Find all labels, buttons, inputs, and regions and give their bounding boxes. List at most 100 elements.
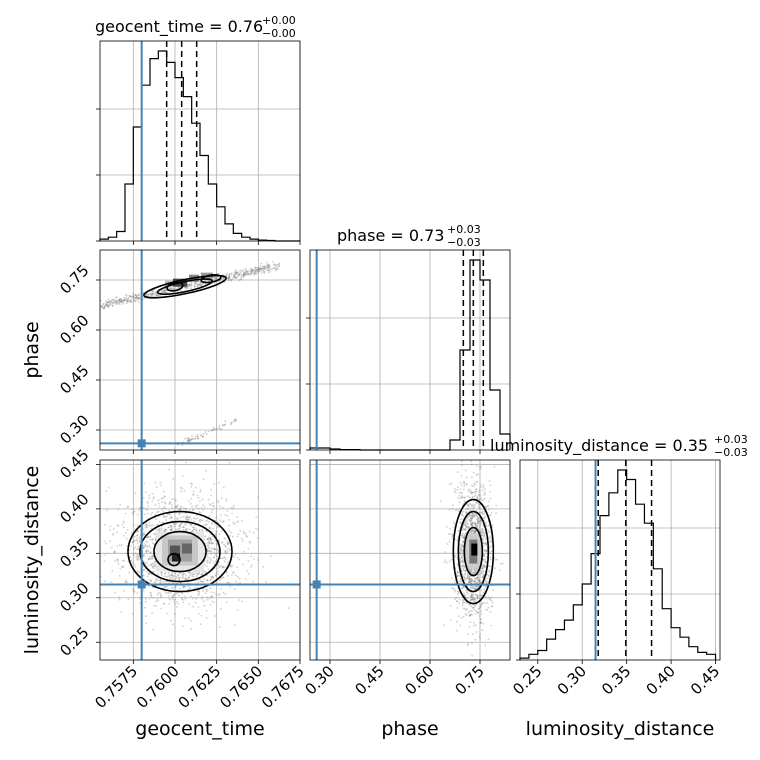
sample-p20	[210, 542, 213, 545]
sample-p21	[482, 513, 485, 516]
sample-p20	[142, 547, 145, 550]
sample-p10	[124, 298, 127, 301]
sample-p10	[196, 282, 198, 285]
sample-p10	[244, 267, 247, 270]
sample-p20	[151, 500, 154, 503]
sample-p21	[480, 594, 483, 597]
sample-p10	[122, 298, 125, 301]
sample-p20	[242, 550, 245, 553]
sample-p20	[242, 530, 245, 533]
sample-p21	[488, 575, 490, 578]
sample-p20	[162, 511, 165, 513]
sample-p10	[263, 270, 266, 273]
sample-p21	[456, 564, 459, 567]
sample-p10	[103, 304, 106, 307]
sample-p20	[171, 527, 173, 530]
xtick-label-luminosity_distance-0: 0.25	[509, 662, 545, 698]
sample-p21	[472, 530, 475, 532]
sample-p10	[106, 301, 109, 304]
sample-p20	[247, 547, 250, 550]
sample-p21	[468, 581, 471, 584]
sample-p20	[172, 477, 175, 480]
sample-p20	[231, 512, 234, 515]
sample-p20	[255, 516, 258, 518]
sample-p21	[477, 597, 479, 599]
sample-p21	[470, 592, 473, 595]
sample-p21	[477, 521, 480, 523]
sample-p20	[190, 619, 193, 622]
sample-p20	[150, 557, 153, 560]
sample-p20	[240, 519, 243, 522]
sample-p10	[107, 298, 110, 301]
sample-p21	[476, 575, 479, 577]
sample-p10	[259, 267, 261, 270]
sample-p20	[177, 574, 179, 576]
sample-p21	[471, 507, 473, 509]
sample-p10	[131, 297, 134, 300]
sample-p10	[133, 295, 135, 297]
sample-p20	[125, 537, 128, 540]
sample-p21	[470, 520, 473, 523]
secondary-sample	[201, 436, 204, 438]
sample-p21	[454, 579, 456, 581]
sample-p20	[133, 510, 136, 513]
sample-p20	[125, 579, 128, 582]
sample-p21	[462, 544, 464, 547]
sample-p10	[191, 282, 193, 284]
sample-p21	[457, 571, 460, 574]
sample-p21	[486, 505, 489, 507]
sample-p20	[209, 537, 212, 540]
sample-p10	[118, 300, 121, 303]
sample-p10	[109, 300, 111, 303]
sample-p20	[232, 507, 235, 509]
sample-p20	[198, 593, 201, 596]
sample-p21	[479, 466, 481, 468]
sample-p10	[131, 296, 134, 298]
sample-p10	[131, 292, 134, 295]
secondary-sample	[194, 435, 197, 438]
sample-p20	[195, 572, 198, 575]
sample-p10	[97, 303, 99, 305]
sample-p10	[120, 301, 123, 303]
sample-p10	[256, 271, 259, 274]
sample-p20	[198, 529, 201, 531]
sample-p21	[482, 574, 485, 577]
sample-p21	[463, 586, 466, 589]
sample-p20	[138, 509, 141, 512]
sample-p20	[156, 579, 159, 582]
sample-p20	[177, 574, 180, 576]
sample-p20	[209, 528, 212, 530]
sample-p20	[169, 528, 172, 531]
sample-p20	[136, 534, 139, 537]
sample-p21	[471, 497, 474, 499]
secondary-sample	[223, 424, 226, 427]
sample-p21	[463, 565, 465, 568]
sample-p21	[482, 530, 485, 532]
sample-p20	[165, 528, 167, 531]
sample-p10	[235, 275, 237, 278]
sample-p10	[106, 301, 109, 304]
sample-p20	[234, 553, 237, 555]
sample-p21	[467, 575, 469, 577]
sample-p21	[476, 498, 479, 500]
sample-p20	[220, 514, 222, 516]
sample-p20	[111, 534, 114, 536]
sample-p10	[120, 299, 123, 302]
sample-p10	[199, 281, 202, 284]
sample-p21	[471, 495, 474, 498]
sample-p21	[484, 537, 487, 540]
sample-p21	[461, 536, 463, 539]
sample-p20	[155, 528, 158, 531]
ytick-label-phase-3: 0.75	[56, 261, 92, 297]
sample-p21	[457, 508, 460, 511]
sample-p21	[456, 571, 459, 574]
sample-p10	[105, 300, 107, 302]
sample-p10	[161, 291, 164, 294]
sample-p20	[218, 539, 220, 542]
sample-p20	[216, 542, 218, 545]
sample-p10	[263, 265, 266, 268]
sample-p20	[149, 551, 152, 554]
sample-p21	[466, 591, 468, 594]
sample-p21	[453, 554, 456, 557]
sample-p20	[109, 529, 112, 531]
